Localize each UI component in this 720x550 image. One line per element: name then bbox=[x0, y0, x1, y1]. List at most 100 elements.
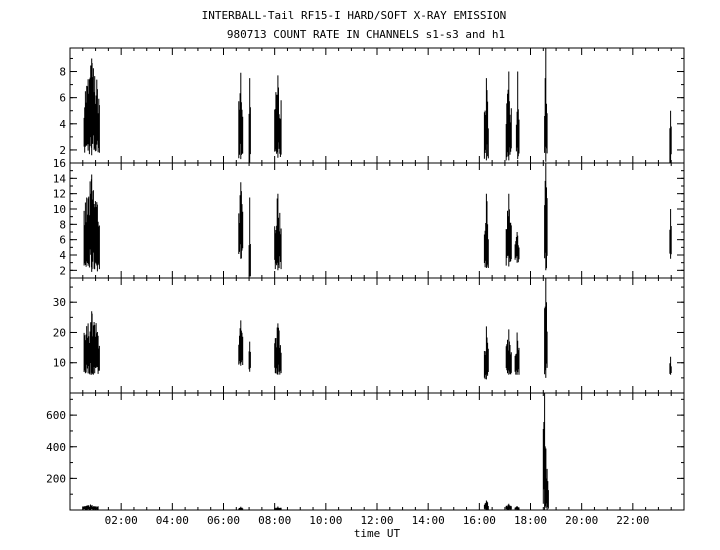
data-burst bbox=[505, 503, 512, 510]
burst-spikes bbox=[514, 232, 520, 263]
x-tick-label: 18:00 bbox=[514, 514, 547, 527]
x-tick-label: 10:00 bbox=[309, 514, 342, 527]
data-burst bbox=[83, 174, 100, 272]
burst-spikes bbox=[483, 193, 489, 268]
data-burst bbox=[514, 506, 520, 510]
x-tick-label: 22:00 bbox=[616, 514, 649, 527]
data-burst bbox=[542, 393, 547, 510]
burst-spikes bbox=[505, 329, 512, 375]
burst-spikes bbox=[483, 500, 489, 510]
burst-spikes bbox=[544, 278, 548, 378]
data-burst bbox=[248, 341, 251, 372]
data-burst bbox=[238, 506, 244, 510]
data-burst bbox=[483, 500, 489, 510]
data-burst bbox=[669, 356, 672, 375]
data-burst bbox=[274, 323, 282, 375]
y-tick-label: 400 bbox=[46, 441, 66, 454]
y-tick-label: 2 bbox=[59, 144, 66, 157]
data-burst bbox=[483, 326, 489, 380]
burst-spikes bbox=[248, 341, 251, 372]
data-burst bbox=[544, 278, 548, 378]
y-tick-label: 200 bbox=[46, 472, 66, 485]
burst-spikes bbox=[274, 506, 282, 510]
data-burst bbox=[83, 58, 100, 156]
data-burst bbox=[274, 193, 282, 271]
data-burst bbox=[515, 71, 520, 160]
burst-spikes bbox=[669, 356, 672, 375]
y-tick-label: 2 bbox=[59, 264, 66, 277]
data-burst bbox=[483, 193, 489, 268]
y-tick-label: 20 bbox=[53, 326, 66, 339]
x-tick-label: 06:00 bbox=[207, 514, 240, 527]
data-burst bbox=[238, 72, 244, 160]
data-burst bbox=[274, 75, 282, 158]
burst-spikes bbox=[514, 506, 520, 510]
data-burst bbox=[505, 329, 512, 375]
y-tick-label: 30 bbox=[53, 296, 66, 309]
data-burst bbox=[669, 209, 672, 259]
chart-title: INTERBALL-Tail RF15-I HARD/SOFT X-RAY EM… bbox=[202, 9, 507, 22]
y-tick-label: 4 bbox=[59, 249, 66, 262]
x-tick-label: 14:00 bbox=[412, 514, 445, 527]
burst-spikes bbox=[515, 71, 520, 160]
panel-frame bbox=[69, 392, 685, 511]
data-burst bbox=[83, 311, 100, 375]
burst-spikes bbox=[238, 182, 244, 259]
data-burst bbox=[82, 504, 99, 510]
panel-frame bbox=[69, 162, 685, 279]
burst-spikes bbox=[544, 48, 548, 162]
y-tick-label: 8 bbox=[59, 66, 66, 79]
burst-spikes bbox=[542, 393, 547, 510]
chart-subtitle: 980713 COUNT RATE IN CHANNELS s1-s3 and … bbox=[227, 28, 505, 41]
x-axis-label: time UT bbox=[354, 527, 401, 540]
x-tick-label: 16:00 bbox=[463, 514, 496, 527]
y-tick-label: 10 bbox=[53, 357, 66, 370]
panel-frame bbox=[69, 47, 685, 164]
burst-spikes bbox=[83, 311, 100, 375]
data-burst bbox=[669, 110, 672, 163]
data-burst bbox=[544, 48, 548, 162]
burst-spikes bbox=[505, 193, 512, 267]
burst-spikes bbox=[669, 209, 672, 259]
panel-frame bbox=[69, 277, 685, 394]
burst-spikes bbox=[83, 174, 100, 272]
burst-spikes bbox=[83, 58, 100, 156]
burst-spikes bbox=[238, 72, 244, 160]
burst-spikes bbox=[505, 503, 512, 510]
data-burst bbox=[248, 78, 251, 163]
x-tick-label: 20:00 bbox=[565, 514, 598, 527]
burst-spikes bbox=[248, 78, 251, 163]
y-tick-label: 600 bbox=[46, 409, 66, 422]
y-tick-label: 16 bbox=[53, 157, 66, 170]
data-burst bbox=[238, 182, 244, 259]
burst-spikes bbox=[669, 110, 672, 163]
burst-spikes bbox=[483, 326, 489, 380]
burst-spikes bbox=[483, 78, 489, 161]
burst-spikes bbox=[274, 193, 282, 271]
data-burst bbox=[544, 163, 548, 271]
y-tick-label: 10 bbox=[53, 203, 66, 216]
data-burst bbox=[274, 506, 282, 510]
x-tick-label: 08:00 bbox=[258, 514, 291, 527]
burst-spikes bbox=[545, 468, 549, 510]
y-tick-label: 6 bbox=[59, 234, 66, 247]
data-burst bbox=[505, 71, 512, 161]
data-burst bbox=[514, 232, 520, 263]
y-tick-label: 4 bbox=[59, 118, 66, 131]
data-burst bbox=[505, 193, 512, 267]
burst-spikes bbox=[505, 71, 512, 161]
y-tick-label: 6 bbox=[59, 92, 66, 105]
data-burst bbox=[238, 320, 244, 366]
burst-spikes bbox=[238, 320, 244, 366]
panel-s2: 2 4 6 8 10 12 14 16 bbox=[53, 157, 685, 279]
burst-spikes bbox=[274, 323, 282, 375]
x-tick-label: 12:00 bbox=[360, 514, 393, 527]
plot-panels: 2 4 6 8 2 4 6 8 10 12 14 16 10 20 30 200 400 600 02:00 04:0… bbox=[46, 47, 685, 527]
burst-spikes bbox=[82, 504, 99, 510]
burst-spikes bbox=[274, 75, 282, 158]
burst-spikes bbox=[514, 332, 520, 375]
x-tick-label: 04:00 bbox=[156, 514, 189, 527]
panel-s3: 10 20 30 bbox=[53, 277, 685, 394]
y-tick-label: 8 bbox=[59, 218, 66, 231]
